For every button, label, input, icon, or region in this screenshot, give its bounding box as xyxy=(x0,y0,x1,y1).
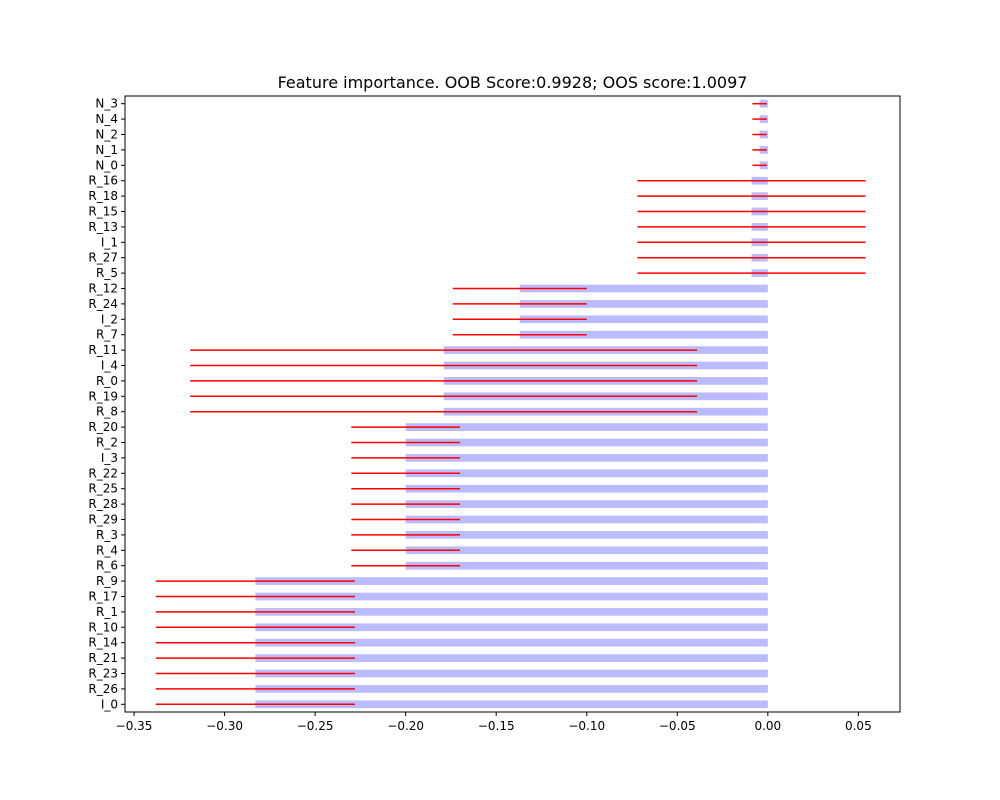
x-tick-label: −0.25 xyxy=(297,719,334,733)
y-tick-label: R_5 xyxy=(96,266,118,280)
bar xyxy=(255,638,768,647)
error-bars-layer xyxy=(155,102,866,706)
bar xyxy=(255,669,768,678)
y-tick-label: N_4 xyxy=(95,112,118,126)
x-tick-label: −0.35 xyxy=(116,719,153,733)
x-axis: −0.35 −0.30 −0.25 −0.20 −0.15 −0.10 −0.05 0.00 0… xyxy=(116,712,872,733)
y-tick-label: R_25 xyxy=(88,482,118,496)
y-tick-label: R_2 xyxy=(96,436,118,450)
y-tick-label: R_8 xyxy=(96,405,118,419)
y-tick-label: R_23 xyxy=(88,667,118,681)
bar xyxy=(405,423,768,431)
y-tick-label: N_1 xyxy=(95,143,118,157)
bar xyxy=(255,700,768,709)
x-tick-label: −0.20 xyxy=(387,719,424,733)
bar xyxy=(405,531,768,539)
y-tick-label: R_28 xyxy=(88,497,118,511)
bar xyxy=(405,469,768,478)
y-tick-label: I_2 xyxy=(101,312,118,326)
x-tick-label: −0.30 xyxy=(206,719,243,733)
x-tick-label: −0.05 xyxy=(659,719,696,733)
bar xyxy=(405,454,768,462)
y-tick-label: R_15 xyxy=(88,205,118,219)
y-tick-label: R_4 xyxy=(96,543,118,557)
bar xyxy=(405,438,768,447)
plot-frame xyxy=(124,95,901,713)
y-tick-label: I_1 xyxy=(101,235,118,249)
x-tick-label: −0.15 xyxy=(478,719,515,733)
x-tick-label: 0.00 xyxy=(754,719,781,733)
y-tick-label: I_4 xyxy=(101,359,118,373)
y-tick-label: R_13 xyxy=(88,220,118,234)
y-tick-label: R_21 xyxy=(88,651,118,665)
bar xyxy=(405,561,768,570)
bar xyxy=(255,608,768,616)
bar xyxy=(519,284,768,293)
x-tick-label: −0.10 xyxy=(568,719,605,733)
bar xyxy=(255,592,768,601)
y-tick-label: R_20 xyxy=(88,420,118,434)
y-tick-label: N_2 xyxy=(95,128,118,142)
y-tick-label: R_16 xyxy=(88,174,118,188)
bar xyxy=(519,330,768,339)
y-tick-label: N_3 xyxy=(95,97,118,111)
bars-layer xyxy=(255,99,768,709)
y-tick-label: R_6 xyxy=(96,559,118,573)
y-tick-label: R_3 xyxy=(96,528,118,542)
y-tick-label: I_3 xyxy=(101,451,118,465)
y-tick-label: I_0 xyxy=(101,697,118,711)
y-tick-label: R_7 xyxy=(96,328,118,342)
bar xyxy=(405,546,768,555)
bar xyxy=(255,577,768,585)
bar xyxy=(519,315,768,324)
y-tick-label: R_27 xyxy=(88,251,118,265)
chart-title: Feature importance. OOB Score:0.9928; OO… xyxy=(278,73,748,92)
y-tick-label: R_1 xyxy=(96,605,118,619)
y-tick-label: N_0 xyxy=(95,158,118,172)
y-tick-label: R_9 xyxy=(96,574,118,588)
bar xyxy=(255,623,768,632)
y-axis: N_3N_4N_2N_1N_0R_16R_18R_15R_13I_1R_27R_… xyxy=(88,97,125,711)
y-tick-label: R_17 xyxy=(88,590,118,604)
bar xyxy=(519,300,768,308)
x-tick-label: 0.05 xyxy=(845,719,872,733)
y-tick-label: R_14 xyxy=(88,636,118,650)
bar xyxy=(405,515,768,524)
y-tick-label: R_26 xyxy=(88,682,118,696)
bar xyxy=(405,484,768,493)
y-tick-label: R_10 xyxy=(88,620,118,634)
bar xyxy=(255,654,768,662)
y-tick-label: R_0 xyxy=(96,374,118,388)
y-tick-label: R_24 xyxy=(88,297,118,311)
y-tick-label: R_19 xyxy=(88,389,118,403)
y-tick-label: R_18 xyxy=(88,189,118,203)
y-tick-label: R_29 xyxy=(88,513,118,527)
y-tick-label: R_22 xyxy=(88,466,118,480)
bar xyxy=(405,500,768,508)
y-tick-label: R_12 xyxy=(88,282,118,296)
y-tick-label: R_11 xyxy=(88,343,118,357)
bar xyxy=(255,685,768,693)
